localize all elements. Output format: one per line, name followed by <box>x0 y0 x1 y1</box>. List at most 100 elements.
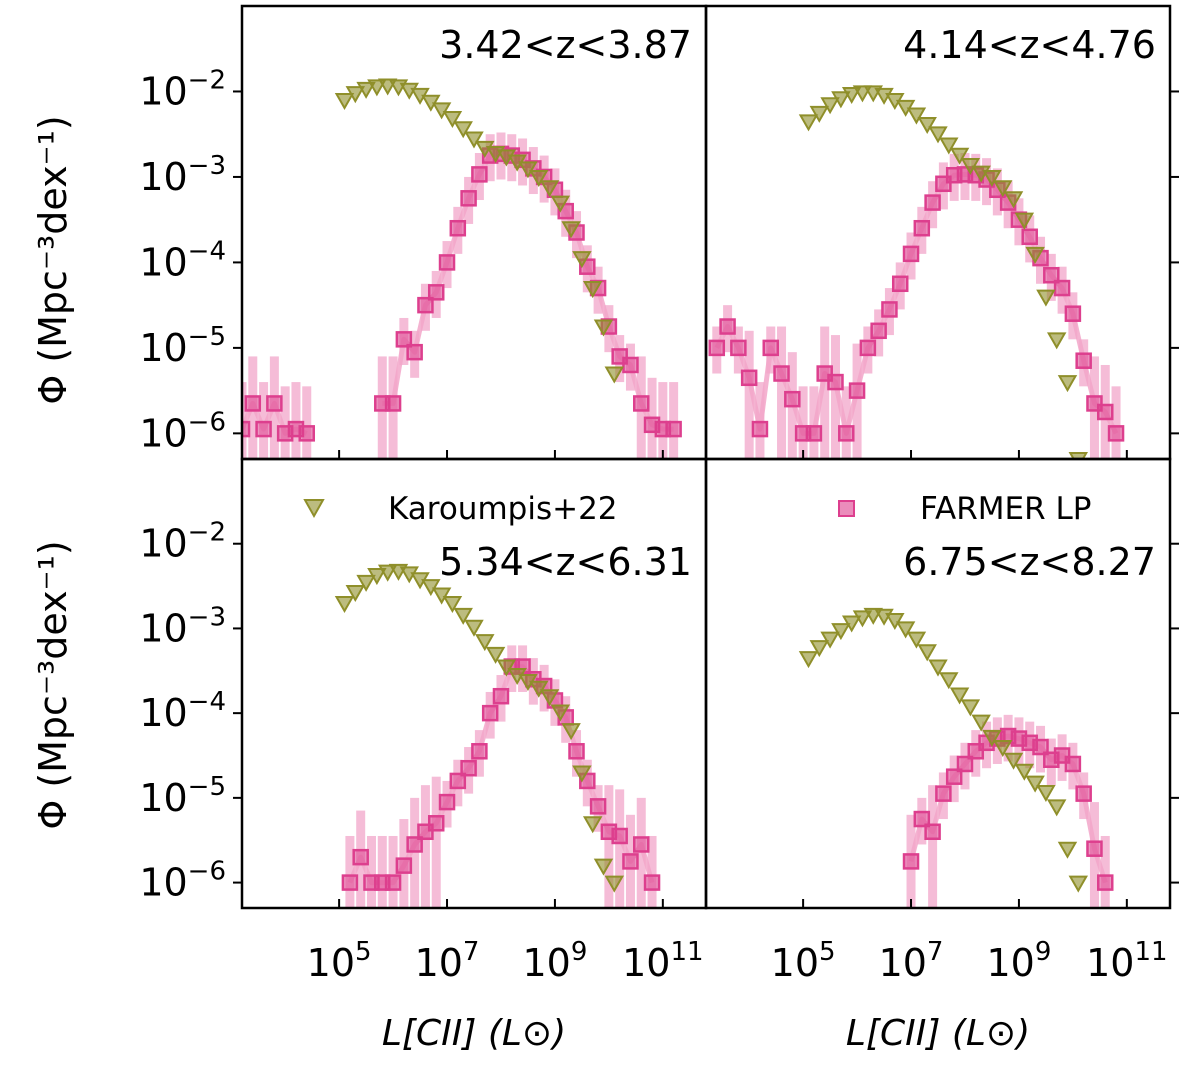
karoumpis-point <box>572 765 592 783</box>
farmer-line <box>714 171 1119 436</box>
karoumpis-point <box>421 579 441 597</box>
karoumpis-point <box>496 659 517 677</box>
karoumpis-point <box>582 816 603 834</box>
karoumpis-point <box>939 137 959 155</box>
farmer-point <box>730 339 747 357</box>
karoumpis-point <box>539 689 560 707</box>
karoumpis-point <box>593 858 614 876</box>
karoumpis-point <box>798 651 819 669</box>
y-tick-label: 10−2 <box>139 65 226 113</box>
karoumpis-point <box>841 615 862 633</box>
y-tick-label: 10−3 <box>139 602 226 650</box>
farmer-errorbar <box>269 356 279 459</box>
panel-frame <box>704 457 1172 910</box>
karoumpis-point <box>831 91 851 109</box>
farmer-errorbar <box>669 382 679 459</box>
karoumpis-point <box>356 81 376 99</box>
farmer-point <box>244 395 262 412</box>
farmer-errorbar <box>647 835 657 908</box>
karoumpis-point <box>485 646 506 664</box>
farmer-point <box>1043 266 1060 284</box>
farmer-point <box>924 194 941 211</box>
karoumpis-point <box>1068 452 1089 459</box>
karoumpis-point <box>928 126 948 144</box>
karoumpis-point <box>561 723 581 741</box>
farmer-errorbar <box>366 835 376 908</box>
farmer-errorbar <box>280 386 290 459</box>
farmer-point <box>881 301 898 318</box>
panel-title: 5.34<z<6.31 <box>439 540 692 584</box>
farmer-point <box>827 373 844 391</box>
farmer-point <box>438 254 456 271</box>
karoumpis-point <box>993 740 1013 758</box>
farmer-point <box>460 759 477 777</box>
x-tick-label: 1011 <box>622 937 703 985</box>
karoumpis-point <box>917 644 937 662</box>
farmer-errorbar <box>615 789 625 908</box>
farmer-point <box>406 836 423 853</box>
farmer-point <box>449 219 467 237</box>
karoumpis-point <box>993 180 1013 198</box>
farmer-point <box>589 798 607 815</box>
plot-area-bottom-left <box>334 563 661 908</box>
karoumpis-point <box>345 585 366 603</box>
karoumpis-point <box>442 110 463 128</box>
farmer-point <box>1107 425 1125 442</box>
karoumpis-point <box>1046 799 1067 817</box>
farmer-point <box>1064 305 1082 322</box>
y-tick-label: 10−3 <box>139 151 226 199</box>
x-tick-label: 109 <box>986 937 1051 985</box>
farmer-errorbar <box>658 382 668 459</box>
farmer-point <box>751 420 769 438</box>
y-tick-label: 10−5 <box>139 322 226 370</box>
x-tick-label: 1011 <box>1086 937 1167 985</box>
karoumpis-point <box>809 105 830 123</box>
panel-top-left: 10−2 10−3 10−4 10−5 10−6 3.42<z<3.87 <box>139 4 708 461</box>
panel-title: 4.14<z<4.76 <box>903 23 1156 67</box>
legend-karoumpis-label: Karoumpis+22 <box>388 491 618 527</box>
karoumpis-point <box>982 729 1002 747</box>
karoumpis-point <box>464 619 484 637</box>
karoumpis-point <box>1036 289 1056 307</box>
karoumpis-point <box>1014 212 1035 230</box>
plot-area-bottom-right <box>798 607 1114 908</box>
farmer-errorbar <box>928 785 938 908</box>
farmer-point <box>902 245 920 263</box>
karoumpis-point <box>949 687 970 705</box>
karoumpis-point <box>906 631 927 649</box>
farmer-point <box>471 166 488 183</box>
karoumpis-point <box>431 587 452 605</box>
farmer-point <box>1021 228 1038 246</box>
farmer-point <box>1075 785 1092 802</box>
x-tick-label: 105 <box>771 937 836 985</box>
karoumpis-point <box>529 680 549 698</box>
karoumpis-point <box>334 596 355 614</box>
farmer-errorbar <box>377 356 387 459</box>
karoumpis-point <box>1025 775 1045 793</box>
farmer-point <box>266 395 283 412</box>
farmer-point <box>1075 352 1092 369</box>
farmer-point <box>438 793 456 811</box>
farmer-point <box>891 275 909 293</box>
farmer-point <box>924 823 941 841</box>
farmer-point <box>870 322 887 340</box>
x-tick-label: 107 <box>415 937 480 985</box>
karoumpis-point <box>604 875 625 893</box>
y-tick-label: 10−4 <box>139 687 226 735</box>
karoumpis-point <box>852 610 873 628</box>
farmer-point <box>622 853 639 870</box>
farmer-errorbar <box>777 326 787 459</box>
y-axis-label-bottom: Φ (Mpc⁻³dex⁻¹) <box>31 540 75 829</box>
farmer-point <box>384 395 402 412</box>
karoumpis-point <box>1025 246 1045 264</box>
farmer-point <box>913 810 931 828</box>
farmer-point <box>956 755 974 773</box>
farmer-point <box>848 382 866 399</box>
karoumpis-point <box>939 672 959 690</box>
panel-title: 3.42<z<3.87 <box>439 23 692 67</box>
farmer-point <box>1064 755 1082 773</box>
karoumpis-point <box>928 659 948 677</box>
farmer-point <box>1053 279 1071 297</box>
karoumpis-point <box>1036 784 1056 802</box>
farmer-point <box>417 296 434 314</box>
